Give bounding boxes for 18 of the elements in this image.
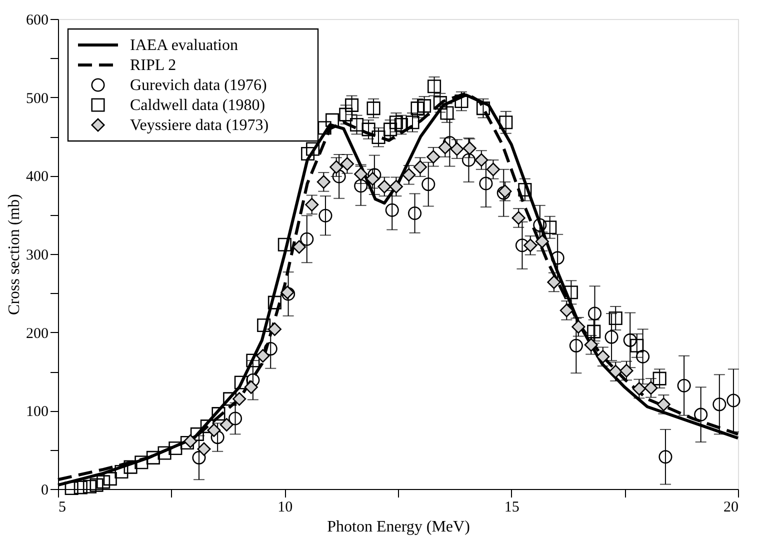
y-tick-label: 100 bbox=[26, 404, 48, 420]
legend-label: RIPL 2 bbox=[130, 57, 176, 74]
x-axis-title: Photon Energy (MeV) bbox=[327, 518, 470, 536]
legend-label: Veyssiere data (1973) bbox=[130, 117, 269, 134]
legend-label: Caldwell data (1980) bbox=[130, 97, 266, 114]
legend-label: IAEA evaluation bbox=[130, 37, 238, 54]
y-tick-label: 400 bbox=[26, 169, 48, 186]
x-tick-label: 15 bbox=[504, 500, 520, 516]
y-tick-label: 300 bbox=[26, 248, 48, 264]
x-tick-label: 5 bbox=[58, 500, 66, 516]
y-axis-title: Cross section (mb) bbox=[6, 194, 23, 315]
y-tick-label: 500 bbox=[26, 90, 48, 107]
y-tick-label: 200 bbox=[26, 326, 48, 342]
y-tick-label: 0 bbox=[41, 482, 48, 498]
legend-label: Gurevich data (1976) bbox=[130, 77, 267, 94]
x-tick-label: 10 bbox=[278, 500, 293, 516]
x-tick-label: 20 bbox=[724, 500, 738, 516]
y-tick-label: 600 bbox=[26, 12, 48, 28]
